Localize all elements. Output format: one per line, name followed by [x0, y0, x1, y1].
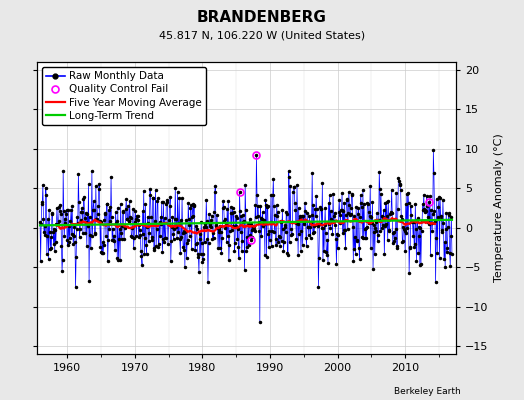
Text: Berkeley Earth: Berkeley Earth: [395, 387, 461, 396]
Text: 45.817 N, 106.220 W (United States): 45.817 N, 106.220 W (United States): [159, 30, 365, 40]
Legend: Raw Monthly Data, Quality Control Fail, Five Year Moving Average, Long-Term Tren: Raw Monthly Data, Quality Control Fail, …: [42, 67, 206, 125]
Text: BRANDENBERG: BRANDENBERG: [197, 10, 327, 25]
Y-axis label: Temperature Anomaly (°C): Temperature Anomaly (°C): [494, 134, 504, 282]
